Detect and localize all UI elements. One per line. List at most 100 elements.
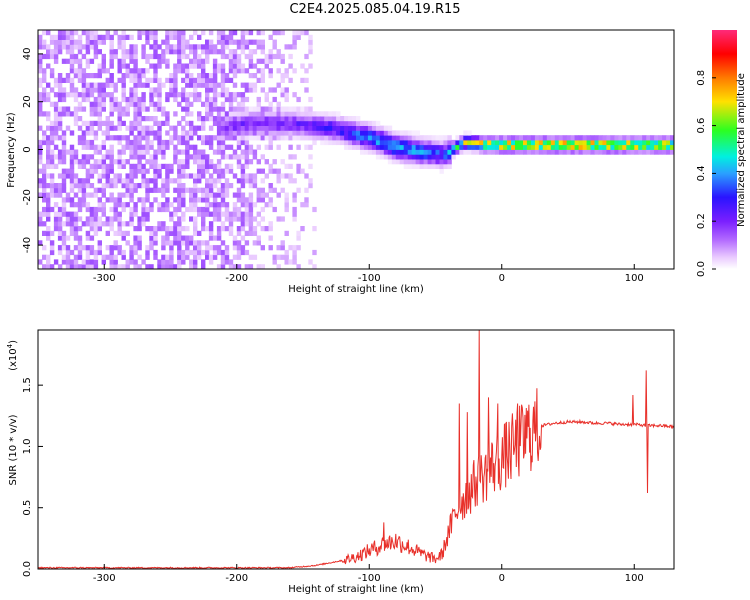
heatmap-cell [65,249,71,256]
heatmap-cell [157,163,162,169]
heatmap-cell [109,264,114,269]
heatmap-cell [85,154,91,160]
heatmap-cell [117,159,122,165]
heatmap-cell [93,73,99,79]
heatmap-cell [133,73,138,79]
heatmap-cell [212,254,218,260]
heatmap-cell [161,106,166,112]
heatmap-cell [38,111,43,117]
heatmap-cell [193,221,198,227]
heatmap-cell [46,63,51,69]
heatmap-cell [169,264,174,269]
heatmap-cell [244,135,250,141]
heatmap-cell [276,264,281,269]
heatmap-cell [308,63,313,69]
snr-x-tick-label: -300 [93,573,116,584]
heatmap-cell [324,120,329,126]
heatmap-cell [125,187,130,193]
heatmap-cell [201,159,206,165]
heatmap-cell [61,206,67,213]
heatmap-cell [614,135,619,141]
heatmap-cell [205,202,210,208]
heatmap-cell [614,144,619,150]
heatmap-cell [153,240,158,246]
heatmap-cell [73,192,79,198]
heatmap-cell [228,216,234,222]
heatmap-cell [53,259,59,265]
heatmap-cell [240,44,246,50]
heatmap-cell [228,53,234,60]
heatmap-cell [594,135,599,141]
heatmap-cell [161,245,166,251]
heatmap-cell [336,125,341,131]
heatmap-cell [61,235,67,241]
heatmap-cell [415,130,420,136]
heatmap-cell [73,202,79,208]
heatmap-cell [208,221,214,227]
heatmap-cell [340,130,345,136]
heatmap-cell [49,192,55,198]
heatmap-cell [121,135,126,141]
heatmap-cell [129,149,134,155]
heatmap-cell [268,163,273,169]
heatmap-cell [256,211,261,217]
heatmap-cell [475,144,480,150]
heatmap-cell [256,39,261,45]
heatmap-cell [268,106,273,112]
heatmap-cell [89,249,95,256]
heatmap-cell [606,139,611,146]
heatmap-cell [109,226,114,232]
heatmap-cell [228,211,234,217]
heatmap-cell [300,130,305,136]
heatmap-cell [197,116,202,122]
heatmap-cell [193,216,198,222]
heatmap-cell [244,139,250,146]
heatmap-cell [312,130,317,136]
heatmap-cell [300,226,305,232]
heatmap-cell [360,144,365,150]
colorbar-ticks: 0.00.20.40.60.8 [696,70,716,277]
heatmap-cell [292,44,297,50]
heatmap-cell [503,135,508,141]
heatmap-cell [109,135,114,141]
heatmap-cell [503,144,508,150]
heatmap-cell [216,211,222,217]
heatmap-cell [69,249,75,256]
heatmap-cell [447,154,452,160]
heatmap-cell [292,106,297,112]
heatmap-cell [268,197,273,203]
heatmap-cell [89,139,95,146]
heatmap-cell [177,240,182,246]
heatmap-cell [38,149,43,155]
heatmap-cell [205,183,210,189]
heatmap-cell [137,111,142,117]
heatmap-cell [228,49,234,55]
heatmap-cell [236,192,242,198]
heatmap-cell [212,116,218,122]
heatmap-cell [117,63,122,69]
heatmap-cell [109,249,114,256]
heatmap-cell [189,173,194,179]
heatmap-cell [395,139,401,146]
heatmap-cell [137,254,142,260]
heatmap-cell [93,149,99,155]
heatmap-cell [42,183,47,189]
heatmap-cell [61,149,67,155]
heatmap-cell [85,49,91,55]
heatmap-cell [181,249,186,256]
heatmap-cell [328,111,333,117]
heatmap-cell [133,173,138,179]
heatmap-cell [236,197,242,203]
heatmap-cell [280,106,285,112]
heatmap-cell [288,173,293,179]
heatmap-cell [189,216,194,222]
heatmap-cell [77,106,83,112]
heatmap-cell [145,168,150,174]
heatmap-cell [149,130,154,136]
heatmap-cell [272,130,277,136]
heatmap-cell [244,130,250,136]
heatmap-cell [101,39,106,45]
heatmap-cell [129,187,134,193]
heatmap-cell [77,39,83,45]
heatmap-cell [363,120,369,126]
